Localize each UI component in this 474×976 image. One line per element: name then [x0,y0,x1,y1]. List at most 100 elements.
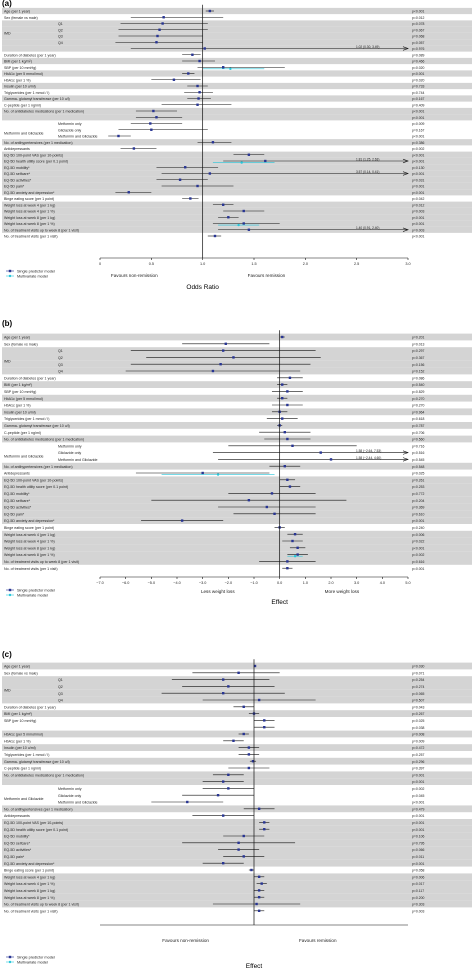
row-band [2,530,472,538]
row-label: EQ-5D activities* [4,178,32,182]
x-tick-label: 3.0 [405,262,410,266]
legend-label-multivariate: Multivariate model [17,274,48,278]
p-value: p<0.001 [412,72,424,76]
row-band [2,189,472,196]
point-estimate [222,678,225,681]
p-value: p=0.066 [412,848,424,852]
point-estimate [283,465,286,468]
p-value: p=0.117 [412,889,424,893]
p-value: p=0.610 [412,512,424,516]
point-estimate [162,16,165,19]
row-band [2,82,472,90]
p-value: p=0.020 [412,66,424,70]
sub-label: Q3 [58,363,63,367]
p-value: p=0.297 [412,349,424,353]
row-label: EQ-5D anxiety and depression* [4,862,55,866]
x-tick-label: −6.0 [122,581,130,585]
legend-label-single: Single predictor model [17,955,55,959]
point-estimate [232,739,235,742]
p-value: p=0.089 [412,53,424,57]
legend-label-multivariate: Multivariate model [17,960,48,964]
point-estimate [242,732,245,736]
row-label: No. of antihypertensives (per 1 medicati… [4,807,73,811]
x-tick-label: −7.0 [96,581,104,585]
x-tick-label: −5.0 [148,581,156,585]
point-estimate [257,875,261,878]
p-value: p=0.540 [412,383,424,387]
x-tick-label: 1.0 [200,262,205,266]
row-label: HbA1c (per 5 mmol/mol) [4,72,43,76]
p-value: p=0.002 [412,147,424,151]
point-estimate [257,807,261,810]
row-band [2,32,472,40]
row-label: Duration of diabetes (per 1 year) [4,376,56,380]
point-estimate [257,698,261,702]
point-estimate [247,753,251,756]
row-label: Antidepressants [4,814,30,818]
p-value: p=0.001 [412,567,424,571]
row-band [2,7,472,15]
forest-panel-2: (b) Age (per 1 year) p=0.201 Sex (female vs… [2,319,472,606]
row-label: EQ-5D activities* [4,848,32,852]
point-estimate [149,122,152,125]
point-estimate [288,376,292,379]
point-estimate [222,203,225,206]
point-estimate [242,834,245,838]
point-estimate [155,116,158,119]
p-value: p=0.152 [412,370,424,374]
p-value: p=0.548 [412,465,424,469]
point-estimate [247,746,251,749]
point-estimate [222,780,225,783]
point-estimate [201,471,204,475]
p-value: p<0.001 [412,222,424,226]
point-estimate [286,403,289,407]
p-value: p=0.618 [412,417,424,421]
row-band [2,730,472,738]
group-label: IMD [4,688,11,692]
row-band [2,805,472,813]
point-estimate [251,760,255,763]
p-value: p=0.058 [412,869,424,873]
x-tick-label: −2.0 [225,581,233,585]
p-value: p<0.001 [412,10,424,14]
row-label: Insulin (per 10 u/ml) [4,746,36,750]
sub-label: Q1 [58,22,63,26]
p-value: p=0.086 [412,376,424,380]
point-estimate [237,841,240,844]
point-estimate [155,41,158,44]
p-value: p=0.472 [412,746,424,750]
p-value: p=0.043 [412,705,424,709]
point-estimate [257,889,261,892]
p-value: p=0.042 [412,197,424,201]
point-estimate [293,533,297,536]
row-label: Weight loss at week 8 (per 1 kg) [4,216,55,220]
row-band [2,422,472,429]
forest-panel-1: (a) Age (per 1 year) p<0.001 Sex (female vs… [2,0,472,291]
row-band [2,139,472,146]
row-label: EQ-5D 100-point VAS (per 10-points) [4,153,63,157]
point-estimate [161,22,164,25]
p-value: p<0.001 [412,821,424,825]
p-value: p=0.976 [412,47,424,51]
row-band [2,435,472,443]
p-value: p=0.012 [412,16,424,20]
point-estimate [270,492,274,495]
row-label: Weight loss at week 8 (per 1 %) [4,553,55,557]
point-estimate [203,47,206,50]
point-estimate [247,153,251,156]
p-value: p=0.006 [412,533,424,537]
p-value: p=0.744 [412,91,424,95]
row-label: Duration of diabetes (per 1 year) [4,705,56,709]
p-value: p=0.409 [412,103,424,107]
row-label: Triglycerides (per 1 mmol / l) [4,753,49,757]
row-label: SBP (per 10 mmHg) [4,390,36,394]
p-value: p=0.254 [412,678,424,682]
p-value: p=0.257 [412,753,424,757]
point-estimate [291,539,294,543]
p-value: p=0.466 [412,60,424,64]
p-value: p=0.017 [412,882,424,886]
row-band [2,182,472,190]
point-estimate [263,828,266,831]
sub-label: Metformin only [58,444,82,448]
x-tick-label: −4.0 [173,581,181,585]
